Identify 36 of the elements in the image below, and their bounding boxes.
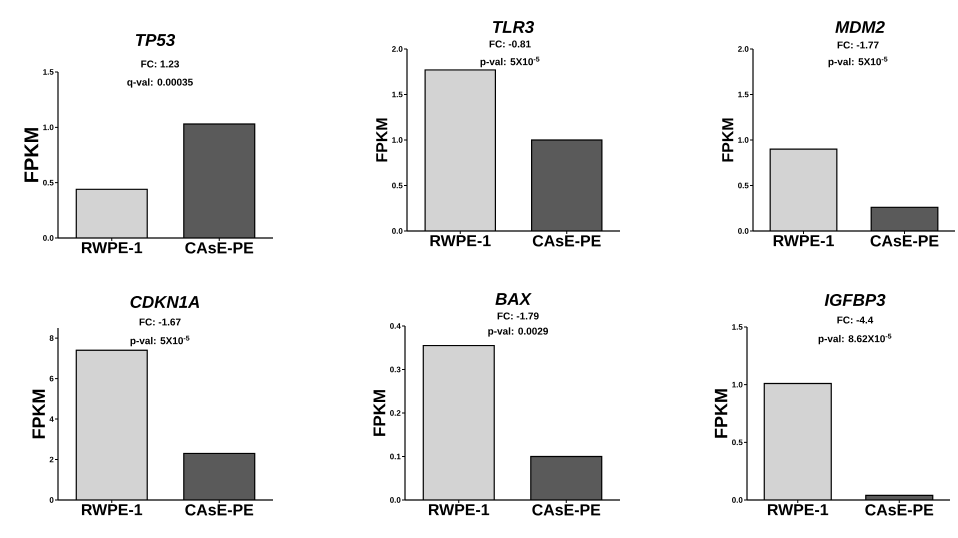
x-tick-label: CAsE-PE xyxy=(532,235,601,246)
text: FC: 1.23 xyxy=(141,60,180,68)
chart-title: TLR3 xyxy=(493,20,534,33)
text: FC: -0.81 xyxy=(490,40,531,48)
annotation: p-val: 5X10$^{-5}$ xyxy=(828,56,888,68)
annotation: p-val: 8.62X10$^{-5}$ xyxy=(818,334,892,344)
y-axis-title: FPKM xyxy=(374,390,386,436)
annotation: p-val: 5X10$^{-5}$ xyxy=(480,56,540,68)
text: FC: -4.4 xyxy=(837,316,874,324)
y-axis-title: FPKM xyxy=(376,118,388,162)
x-tick-label: CAsE-PE xyxy=(185,242,254,254)
chart-title: CDKN1A xyxy=(130,296,200,308)
annotation: p-val: 5X10$^{-5}$ xyxy=(130,336,190,346)
text: FC: -1.67 xyxy=(140,318,181,326)
x-tick-label: RWPE-1 xyxy=(768,504,828,516)
x-tick-label: RWPE-1 xyxy=(428,504,490,516)
y-axis-title: FPKM xyxy=(24,128,38,182)
text: FC: -1.77 xyxy=(838,41,879,49)
y-axis-title: FPKM xyxy=(32,390,45,438)
chart-title: IGFBP3 xyxy=(824,294,886,306)
x-tick-label: RWPE-1 xyxy=(430,235,491,246)
annotation: q-val: 0.00035 xyxy=(127,78,193,88)
text: FC: -1.79 xyxy=(498,312,539,320)
chart-title: TP53 xyxy=(136,34,176,46)
y-axis-title: FPKM xyxy=(714,389,728,438)
x-tick-label: CAsE-PE xyxy=(532,504,600,516)
chart-title: BAX xyxy=(495,293,532,305)
chart-title: MDM2 xyxy=(835,21,885,33)
annotation: p-val: 0.0029 xyxy=(488,327,548,337)
x-tick-label: CAsE-PE xyxy=(185,504,254,516)
x-tick-label: CAsE-PE xyxy=(870,235,938,246)
y-axis-title: FPKM xyxy=(722,118,734,162)
x-tick-label: RWPE-1 xyxy=(82,504,142,516)
x-tick-label: RWPE-1 xyxy=(82,242,142,254)
x-tick-label: CAsE-PE xyxy=(865,504,934,516)
x-tick-label: RWPE-1 xyxy=(774,235,834,246)
